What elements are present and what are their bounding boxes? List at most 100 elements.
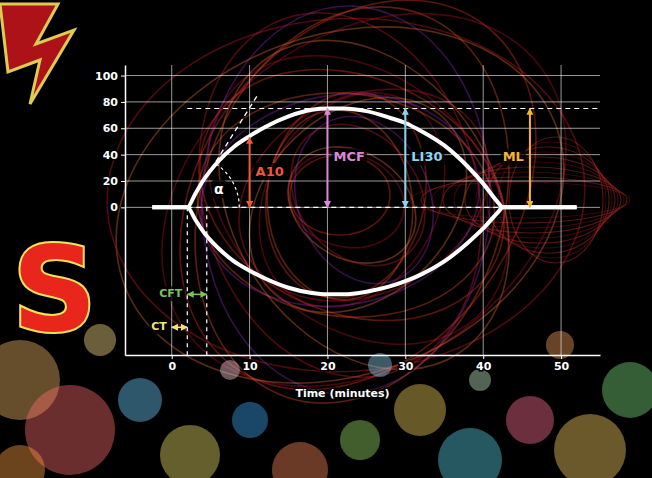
label-bg [331, 148, 366, 165]
swirl [206, 54, 509, 356]
swirl-tail [498, 142, 606, 258]
y-tick: 80 [103, 96, 125, 109]
y-tick-mark [121, 76, 125, 77]
grid-line-x [327, 65, 328, 355]
x-tick: 30 [398, 355, 414, 373]
background [0, 0, 652, 478]
y-tick-mark [121, 128, 125, 129]
bokeh [438, 428, 502, 478]
y-tick-label: 60 [103, 122, 119, 135]
bokeh [0, 445, 45, 478]
grid-line-x [483, 65, 484, 355]
x-tick: 40 [476, 355, 492, 373]
annotation-label: A10 [256, 164, 284, 179]
swirl [259, 104, 420, 306]
bokeh [602, 362, 652, 418]
x-tick-mark [172, 355, 173, 359]
y-tick-label: 100 [95, 70, 118, 83]
x-tick: 0 [168, 355, 176, 373]
grid-line-y [125, 101, 600, 102]
annotation-label-group: CT [149, 319, 169, 334]
x-tick-mark [327, 355, 328, 359]
watermark: S [12, 220, 97, 358]
grid-line-x [171, 65, 172, 355]
x-tick-mark [561, 355, 562, 359]
plot-area [152, 95, 600, 355]
swirl [98, 6, 594, 384]
annotation-label-group: ML [501, 148, 526, 165]
annotation-arrow [404, 109, 406, 208]
y-tick-mark [121, 181, 125, 182]
y-tick-label: 80 [103, 96, 119, 109]
chart: S02040608010001020304050Time (minutes)A1… [0, 0, 652, 478]
annotation-label: ML [503, 149, 524, 164]
bokeh [340, 420, 380, 460]
interval-arrow [172, 327, 188, 329]
x-tick-mark [405, 355, 406, 359]
bokeh [554, 414, 626, 478]
vertical-reference-line [187, 207, 188, 355]
label-bg [149, 319, 169, 334]
grid-line-y [125, 128, 600, 129]
x-tick-mark [250, 355, 251, 359]
bokeh [118, 378, 162, 422]
reference-line [187, 207, 502, 208]
swirl-tail [421, 177, 627, 223]
annotation-arrow [326, 109, 328, 208]
bokeh [506, 396, 554, 444]
x-tick: 50 [554, 355, 570, 373]
annotation-label-group: α [212, 180, 226, 198]
x-axis-title: Time (minutes) [295, 387, 389, 400]
annotation-label: CFT [159, 287, 183, 300]
annotation-label: MCF [333, 149, 364, 164]
annotation-label-group: A10 [254, 163, 286, 180]
y-tick: 100 [95, 70, 125, 83]
y-tick-mark [121, 155, 125, 156]
y-axis-line [125, 66, 127, 356]
y-tick-label: 20 [103, 175, 119, 188]
x-axis: 0 10 20 30 40 50 [126, 355, 601, 373]
grid-line-y [125, 75, 600, 76]
swirl [144, 0, 561, 446]
annotation-label-group: MCF [331, 148, 366, 165]
y-tick-mark [121, 207, 125, 208]
annotation-arrow [529, 109, 531, 208]
grid-line-x [405, 65, 406, 355]
label-bg [254, 163, 286, 180]
label-bg [409, 148, 444, 165]
annotation-label: LI30 [411, 149, 442, 164]
bokeh [394, 384, 446, 436]
x-tick-label: 50 [554, 360, 570, 373]
x-tick-label: 20 [320, 360, 336, 373]
y-tick-label: 40 [103, 149, 119, 162]
swirl [271, 96, 458, 305]
y-axis: 0 20 40 60 80 100 [95, 66, 125, 356]
label-bg [157, 286, 185, 301]
y-tick-label: 0 [110, 201, 118, 214]
x-tick-label: 30 [398, 360, 414, 373]
alpha-arc [215, 163, 239, 207]
y-tick-mark [121, 102, 125, 103]
y-tick: 60 [103, 122, 125, 135]
bokeh [368, 353, 392, 377]
grid-line-x [249, 65, 250, 355]
bokeh [232, 402, 268, 438]
swirl [89, 0, 639, 464]
x-tick-label: 0 [168, 360, 176, 373]
trace-line [152, 207, 576, 294]
zigzag [0, 4, 74, 104]
trace-line [152, 109, 576, 208]
swirl-tail [454, 162, 618, 238]
x-tick-mark [483, 355, 484, 359]
x-tick: 10 [242, 355, 258, 373]
y-tick: 40 [103, 149, 125, 162]
bokeh [272, 442, 328, 478]
interval-arrow [187, 294, 206, 296]
grid-line-y [125, 181, 600, 182]
swirl [276, 138, 416, 261]
y-tick: 0 [110, 201, 125, 214]
decoration [0, 0, 652, 478]
swirl-tail [487, 147, 609, 253]
annotation-arrow [249, 138, 251, 208]
x-axis-line [126, 355, 601, 357]
